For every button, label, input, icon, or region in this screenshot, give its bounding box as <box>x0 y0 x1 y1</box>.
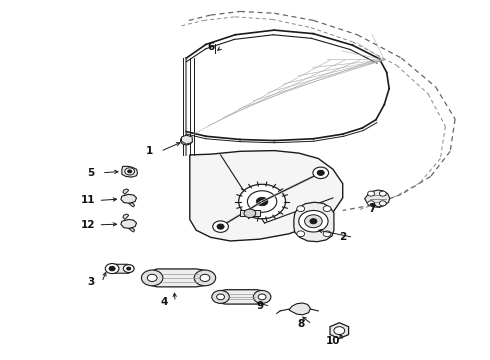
Polygon shape <box>129 203 135 207</box>
Text: 6: 6 <box>207 42 215 52</box>
Polygon shape <box>123 214 129 220</box>
Text: 10: 10 <box>326 336 340 346</box>
Polygon shape <box>147 269 211 287</box>
Polygon shape <box>122 166 138 177</box>
Circle shape <box>194 270 216 286</box>
Circle shape <box>127 267 131 270</box>
Circle shape <box>323 231 331 237</box>
Circle shape <box>125 168 135 175</box>
Polygon shape <box>123 189 129 194</box>
Circle shape <box>247 191 277 212</box>
Circle shape <box>297 206 305 212</box>
Circle shape <box>368 201 374 206</box>
Polygon shape <box>240 211 260 216</box>
Polygon shape <box>289 303 311 315</box>
Circle shape <box>180 136 192 145</box>
Circle shape <box>323 206 331 212</box>
Circle shape <box>105 264 119 274</box>
Circle shape <box>147 274 157 282</box>
Text: 5: 5 <box>87 168 95 178</box>
Circle shape <box>109 266 115 271</box>
Circle shape <box>213 221 228 232</box>
Circle shape <box>299 211 328 232</box>
Text: 2: 2 <box>339 232 346 242</box>
Polygon shape <box>181 135 192 144</box>
Circle shape <box>239 184 286 219</box>
Circle shape <box>217 294 224 300</box>
Polygon shape <box>216 290 268 304</box>
Circle shape <box>256 197 268 206</box>
Circle shape <box>258 294 266 300</box>
Text: 9: 9 <box>256 301 263 311</box>
Polygon shape <box>121 220 137 228</box>
Circle shape <box>368 191 374 196</box>
Circle shape <box>379 201 386 206</box>
Polygon shape <box>107 264 134 273</box>
Circle shape <box>305 215 322 228</box>
Circle shape <box>244 209 256 218</box>
Circle shape <box>313 167 329 179</box>
Polygon shape <box>365 190 390 207</box>
Circle shape <box>253 291 271 303</box>
Circle shape <box>212 291 229 303</box>
Text: 11: 11 <box>80 195 95 206</box>
Circle shape <box>123 265 134 273</box>
Polygon shape <box>129 228 135 232</box>
Polygon shape <box>190 150 343 241</box>
Circle shape <box>142 270 163 286</box>
Text: 7: 7 <box>368 204 376 214</box>
Circle shape <box>334 327 344 334</box>
Circle shape <box>297 231 305 237</box>
Circle shape <box>128 170 132 173</box>
Circle shape <box>310 219 317 224</box>
Circle shape <box>318 170 324 175</box>
Text: 12: 12 <box>80 220 95 230</box>
Text: 1: 1 <box>146 146 153 156</box>
Polygon shape <box>294 202 334 242</box>
Polygon shape <box>121 194 137 203</box>
Text: 3: 3 <box>87 277 95 287</box>
Circle shape <box>200 274 210 282</box>
Text: 8: 8 <box>297 319 305 329</box>
Text: 4: 4 <box>161 297 168 307</box>
Polygon shape <box>330 323 348 338</box>
Circle shape <box>379 191 386 196</box>
Circle shape <box>217 224 224 229</box>
